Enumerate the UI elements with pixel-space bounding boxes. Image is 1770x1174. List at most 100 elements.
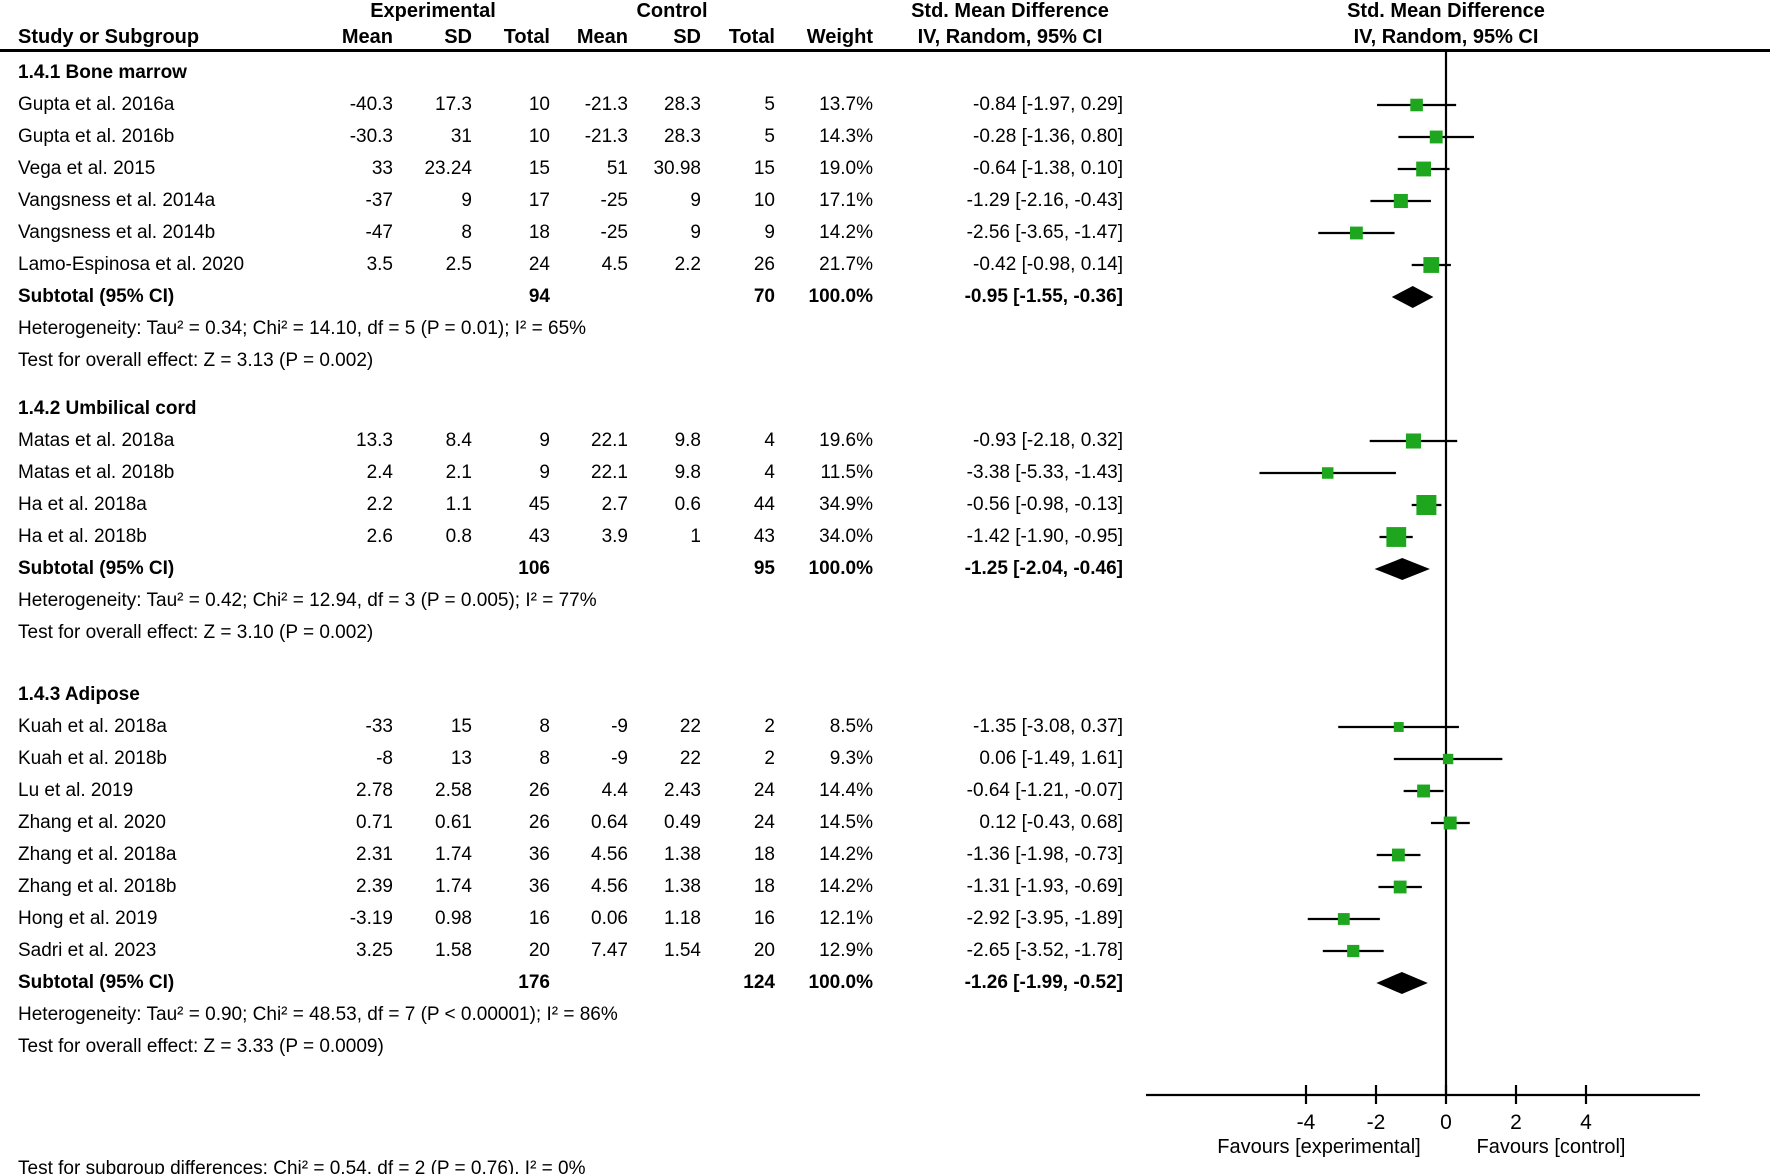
effect-square [1337,913,1350,925]
total-control: 9 [764,222,775,243]
effect-square [1393,880,1407,894]
axis-tick-label: 4 [1580,1111,1592,1134]
study-row: Zhang et al. 2018b 2.39 1.74 36 4.56 1.38 18 14… [0,871,1140,903]
overall-effect-row: Test for overall effect: Z = 3.13 (P = 0… [0,345,1140,377]
sd-control: 9.8 [674,462,701,483]
sd-control: 1.38 [664,876,701,897]
subtotal-label: Subtotal (95% CI) [18,972,175,993]
study-name: Ha et al. 2018b [18,526,147,547]
study-row: Vega et al. 2015 33 23.24 15 51 30.98 15 19.0% -… [0,153,1140,185]
total-control: 4 [764,430,775,451]
header-smd-text-column: Std. Mean Difference [911,0,1109,22]
study-row: Zhang et al. 2018a 2.31 1.74 36 4.56 1.38 18 14… [0,839,1140,871]
subtotal-total-control: 70 [753,286,775,307]
effect-square [1349,226,1363,240]
study-name: Lu et al. 2019 [18,780,134,801]
study-name: Lamo-Espinosa et al. 2020 [18,254,245,275]
effect-square [1391,848,1405,862]
sd-control: 1.54 [664,940,701,961]
ci-text: -1.35 [-3.08, 0.37] [973,716,1123,737]
mean-control: -21.3 [584,126,628,147]
mean-control: -9 [611,748,628,769]
sd-control: 2.43 [664,780,701,801]
subtotal-total-control: 95 [753,558,775,579]
study-name: Vega et al. 2015 [18,158,156,179]
total-control: 20 [753,940,775,961]
heterogeneity-row: Heterogeneity: Tau² = 0.42; Chi² = 12.94… [0,585,1140,617]
ci-text: -0.64 [-1.38, 0.10] [973,158,1123,179]
mean-control: 0.06 [591,908,628,929]
ci-text: -2.92 [-3.95, -1.89] [966,908,1123,929]
mean-control: -9 [611,716,628,737]
study-row: Ha et al. 2018a 2.2 1.1 45 2.7 0.6 44 34.9% -0.5… [0,489,1140,521]
weight-value: 14.2% [819,876,873,897]
sd-control: 28.3 [664,126,701,147]
header-ci-plot-column: IV, Random, 95% CI [1353,26,1539,48]
total-experimental: 26 [528,780,550,801]
total-control: 44 [753,494,775,515]
ci-text: -0.42 [-0.98, 0.14] [973,254,1123,275]
weight-value: 34.0% [819,526,873,547]
subtotal-weight: 100.0% [808,558,873,579]
study-name: Sadri et al. 2023 [18,940,157,961]
study-row: Sadri et al. 2023 3.25 1.58 20 7.47 1.54 20 12.… [0,935,1140,967]
sd-experimental: 1.1 [445,494,472,515]
heterogeneity-text: Heterogeneity: Tau² = 0.90; Chi² = 48.53… [18,1004,618,1025]
header-group-control: Control [636,0,708,22]
study-row: Lamo-Espinosa et al. 2020 3.5 2.5 24 4.5 2.2 2… [0,249,1140,281]
sd-control: 1 [690,526,701,547]
weight-value: 14.2% [819,222,873,243]
subtotal-ci-text: -0.95 [-1.55, -0.36] [964,286,1123,307]
total-control: 5 [764,94,775,115]
header-ci-text-column: IV, Random, 95% CI [917,26,1103,48]
mean-experimental: 2.39 [356,876,393,897]
total-control: 26 [753,254,775,275]
mean-control: -25 [600,222,628,243]
weight-value: 14.5% [819,812,873,833]
mean-control: 7.47 [591,940,628,961]
mean-control: 2.7 [601,494,628,515]
total-control: 43 [753,526,775,547]
sd-experimental: 17.3 [435,94,472,115]
ci-text: -1.42 [-1.90, -0.95] [966,526,1123,547]
ci-text: -0.84 [-1.97, 0.29] [973,94,1123,115]
sd-experimental: 13 [450,748,472,769]
ci-text: -2.56 [-3.65, -1.47] [966,222,1123,243]
weight-value: 13.7% [819,94,873,115]
total-control: 2 [764,748,775,769]
sd-control: 9.8 [674,430,701,451]
mean-experimental: 2.2 [366,494,393,515]
total-experimental: 16 [528,908,550,929]
sd-experimental: 0.8 [445,526,472,547]
weight-value: 14.4% [819,780,873,801]
ci-text: -1.31 [-1.93, -0.69] [966,876,1123,897]
study-name: Gupta et al. 2016a [18,94,175,115]
total-experimental: 26 [528,812,550,833]
total-experimental: 9 [539,462,550,483]
total-control: 10 [753,190,775,211]
effect-square [1393,193,1408,209]
study-name: Zhang et al. 2020 [18,812,166,833]
total-control: 16 [753,908,775,929]
study-row: Zhang et al. 2020 0.71 0.61 26 0.64 0.49 24 14.… [0,807,1140,839]
total-experimental: 45 [528,494,550,515]
sd-control: 22 [679,748,701,769]
effect-square [1410,98,1423,112]
ci-text: -0.93 [-2.18, 0.32] [973,430,1123,451]
study-name: Zhang et al. 2018b [18,876,177,897]
header-mean-experimental: Mean [341,26,393,48]
total-experimental: 15 [528,158,550,179]
weight-value: 14.3% [819,126,873,147]
study-row: Ha et al. 2018b 2.6 0.8 43 3.9 1 43 34.0% -1.42 … [0,521,1140,553]
mean-experimental: -3.19 [349,908,393,929]
effect-square [1405,433,1421,449]
effect-square [1429,130,1443,144]
ci-text: -0.64 [-1.21, -0.07] [966,780,1123,801]
subgroup-title: 1.4.2 Umbilical cord [18,398,197,419]
subgroup-title: 1.4.3 Adipose [18,684,140,705]
subtotal-total-control: 124 [743,972,775,993]
total-experimental: 24 [528,254,550,275]
weight-value: 21.7% [819,254,873,275]
